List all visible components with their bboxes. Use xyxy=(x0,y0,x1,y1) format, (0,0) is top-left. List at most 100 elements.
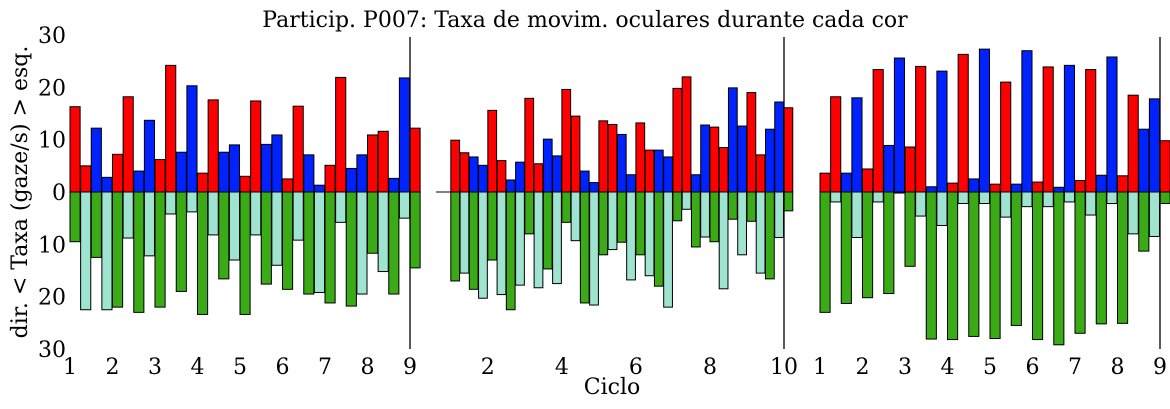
red-bar xyxy=(154,159,166,193)
teal-bar xyxy=(851,191,863,239)
blue-bar xyxy=(1021,50,1033,193)
green-bar xyxy=(616,191,627,243)
teal-bar xyxy=(186,191,198,213)
teal-bar xyxy=(589,191,599,306)
x-tick-label: 3 xyxy=(898,355,912,380)
blue-bar xyxy=(579,170,590,193)
x-tick-label: 8 xyxy=(361,355,375,380)
teal-bar xyxy=(398,191,411,219)
red-bar xyxy=(570,115,581,193)
green-bar xyxy=(1159,191,1170,205)
blue-bar xyxy=(175,151,187,193)
y-axis: 30 20 10 0 10 20 30 xyxy=(38,24,66,363)
teal-bar xyxy=(1000,191,1012,218)
teal-bar xyxy=(515,191,525,286)
x-tick-label: 5 xyxy=(233,355,247,380)
blue-bar xyxy=(313,184,326,193)
blue-bar xyxy=(101,176,113,193)
green-bar xyxy=(764,191,775,280)
blue-bar xyxy=(626,174,636,193)
x-tick-label: 1 xyxy=(813,355,827,380)
blue-bar xyxy=(700,124,710,193)
green-bar xyxy=(324,191,336,304)
red-bar xyxy=(197,172,209,193)
green-bar xyxy=(112,191,124,308)
green-bar xyxy=(133,191,145,313)
teal-bar xyxy=(496,191,507,296)
red-bar xyxy=(1117,175,1129,193)
teal-bar xyxy=(165,191,177,215)
x-tick-label: 6 xyxy=(1026,355,1040,380)
red-bar xyxy=(409,127,421,193)
x-tick-label: 3 xyxy=(148,355,162,380)
teal-bar xyxy=(313,191,326,293)
blue-bar xyxy=(1138,128,1150,193)
red-bar xyxy=(459,152,470,193)
x-tick-label: 6 xyxy=(629,355,643,380)
teal-bar xyxy=(607,191,618,251)
green-bar xyxy=(947,191,959,341)
blue-bar xyxy=(1148,98,1161,193)
green-bar xyxy=(197,191,209,315)
y-tick-label: 10 xyxy=(38,129,66,154)
y-tick-label: 10 xyxy=(38,233,66,258)
teal-bar xyxy=(718,191,729,290)
red-bar xyxy=(989,183,1001,193)
teal-bar xyxy=(101,191,113,311)
green-bar xyxy=(989,191,1001,340)
y-tick-label: 30 xyxy=(38,338,66,363)
green-bar xyxy=(1117,191,1129,324)
x-tick-label: 1 xyxy=(63,355,77,380)
green-bar xyxy=(154,191,166,308)
teal-bar xyxy=(774,191,784,239)
teal-bar xyxy=(228,191,241,261)
teal-bar xyxy=(552,191,562,285)
teal-bar xyxy=(872,191,884,203)
green-bar xyxy=(450,191,461,282)
red-bar xyxy=(904,146,916,193)
panel-3: 1 2 3 4 5 6 7 8 9 xyxy=(813,37,1170,380)
teal-bar xyxy=(700,191,710,238)
green-bar xyxy=(783,191,794,212)
green-bar xyxy=(218,191,230,280)
blue-bar xyxy=(303,154,315,193)
red-bar xyxy=(1042,66,1054,193)
red-bar xyxy=(561,88,572,193)
blue-bar xyxy=(925,186,937,193)
teal-bar xyxy=(663,191,673,308)
x-tick-label: 8 xyxy=(703,355,717,380)
teal-bar xyxy=(207,191,219,236)
red-bar xyxy=(250,100,262,193)
blue-bar xyxy=(143,119,156,193)
green-bar xyxy=(260,191,272,285)
green-bar xyxy=(727,191,738,220)
green-bar xyxy=(542,191,553,270)
x-tick-label: 10 xyxy=(770,355,798,380)
red-bar xyxy=(69,106,81,193)
red-bar xyxy=(783,107,794,193)
teal-bar xyxy=(626,191,636,281)
teal-bar xyxy=(1148,191,1161,237)
teal-bar xyxy=(893,191,906,194)
green-bar xyxy=(579,191,590,304)
teal-bar xyxy=(335,191,347,223)
red-bar xyxy=(957,53,969,193)
chart-title: Particip. P007: Taxa de movim. oculares … xyxy=(262,8,908,33)
green-bar xyxy=(883,191,895,295)
y-tick-label: 20 xyxy=(38,76,66,101)
teal-bar xyxy=(250,191,262,236)
blue-bar xyxy=(774,101,784,193)
green-bar xyxy=(303,191,315,295)
red-bar xyxy=(746,92,757,193)
blue-bar xyxy=(883,144,895,193)
red-bar xyxy=(367,134,379,193)
teal-bar xyxy=(1127,191,1139,235)
blue-bar xyxy=(1063,64,1076,193)
teal-bar xyxy=(830,191,842,203)
y-tick-label: 30 xyxy=(38,24,66,49)
red-bar xyxy=(282,178,294,193)
green-bar xyxy=(1010,191,1022,326)
red-bar xyxy=(122,96,134,193)
x-axis-label: Ciclo xyxy=(584,375,640,400)
blue-bar xyxy=(1095,174,1107,193)
